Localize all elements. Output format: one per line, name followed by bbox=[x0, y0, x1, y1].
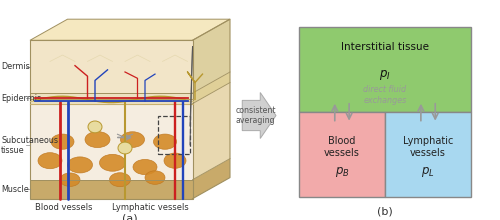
Ellipse shape bbox=[60, 173, 80, 187]
Polygon shape bbox=[192, 72, 230, 104]
Bar bbox=[299, 112, 385, 197]
Polygon shape bbox=[192, 82, 230, 180]
Text: Muscle: Muscle bbox=[1, 185, 29, 194]
Bar bbox=[30, 93, 192, 104]
FancyArrow shape bbox=[242, 92, 276, 139]
Text: direct fluid
exchanges: direct fluid exchanges bbox=[364, 86, 406, 105]
Ellipse shape bbox=[68, 157, 92, 173]
Text: Subcutaneous
tissue: Subcutaneous tissue bbox=[1, 136, 58, 155]
Bar bbox=[30, 180, 192, 199]
Text: (a): (a) bbox=[122, 213, 138, 220]
Bar bbox=[30, 40, 192, 199]
Text: Blood
vessels: Blood vessels bbox=[324, 136, 360, 158]
Ellipse shape bbox=[154, 134, 176, 149]
Text: Lymphatic vessels: Lymphatic vessels bbox=[112, 202, 188, 211]
Text: Dermis: Dermis bbox=[1, 62, 30, 71]
Ellipse shape bbox=[133, 160, 157, 175]
Text: $p_I$: $p_I$ bbox=[379, 68, 391, 82]
Ellipse shape bbox=[51, 134, 74, 149]
Ellipse shape bbox=[85, 132, 110, 148]
Text: $p_B$: $p_B$ bbox=[334, 165, 349, 179]
Ellipse shape bbox=[164, 153, 186, 168]
Text: Lymphatic
vessels: Lymphatic vessels bbox=[403, 136, 453, 158]
Text: Epidermis: Epidermis bbox=[1, 94, 42, 103]
Bar bbox=[385, 112, 471, 197]
Text: Blood vessels: Blood vessels bbox=[35, 202, 92, 211]
Ellipse shape bbox=[110, 173, 130, 187]
Ellipse shape bbox=[120, 132, 144, 147]
Bar bbox=[299, 27, 471, 112]
Polygon shape bbox=[30, 19, 230, 40]
Ellipse shape bbox=[38, 153, 62, 169]
Text: $p_L$: $p_L$ bbox=[422, 165, 435, 179]
Ellipse shape bbox=[145, 171, 165, 184]
Polygon shape bbox=[192, 159, 230, 199]
Circle shape bbox=[118, 142, 132, 154]
Bar bbox=[30, 104, 192, 180]
Text: Interstitial tissue: Interstitial tissue bbox=[341, 42, 429, 53]
Polygon shape bbox=[192, 19, 230, 93]
Text: consistent
averaging: consistent averaging bbox=[236, 106, 276, 125]
Circle shape bbox=[88, 121, 102, 133]
Bar bbox=[158, 116, 190, 154]
Text: (b): (b) bbox=[377, 207, 393, 217]
Bar bbox=[30, 40, 192, 93]
Ellipse shape bbox=[100, 154, 126, 171]
